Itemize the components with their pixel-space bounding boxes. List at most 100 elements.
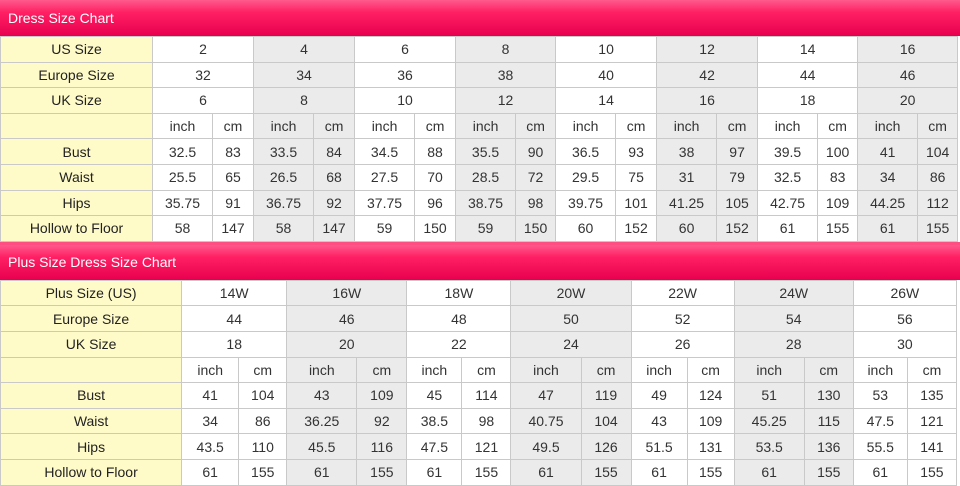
inch-value: 44.25	[857, 189, 919, 217]
row-label: Hips	[0, 433, 183, 460]
unit-label: inch	[455, 112, 517, 140]
row-label: Hollow to Floor	[0, 215, 153, 242]
size-cell-uk: 10	[354, 87, 457, 114]
inch-value: 29.5	[555, 163, 617, 191]
inch-value: 49	[630, 382, 688, 409]
cm-value: 131	[686, 433, 735, 460]
cm-value: 101	[615, 189, 658, 217]
cm-value: 79	[716, 163, 759, 191]
cm-value: 104	[917, 138, 959, 165]
size-cell-eu: 44	[181, 305, 288, 332]
cm-value: 150	[515, 215, 557, 242]
inch-value: 60	[656, 215, 718, 242]
inch-value: 61	[630, 458, 688, 486]
inch-value: 26.5	[253, 163, 315, 191]
cm-value: 114	[461, 382, 512, 409]
cm-value: 75	[615, 163, 658, 191]
unit-label: inch	[253, 112, 315, 140]
inch-value: 34	[857, 163, 919, 191]
inch-value: 45.5	[286, 433, 358, 460]
row-label: Plus Size (US)	[0, 279, 183, 307]
inch-value: 36.75	[253, 189, 315, 217]
inch-value: 32.5	[757, 163, 819, 191]
unit-label: inch	[852, 356, 908, 384]
unit-row: inch cm inch cm inch cm inch cm inch cm inch cm inch…	[0, 356, 958, 384]
measurement-row: Hollow to Floor 58 147 58 147 59 150 59 150 60 152…	[0, 215, 959, 242]
cm-value: 141	[906, 433, 958, 460]
cm-value: 155	[803, 458, 854, 486]
measurement-row: Bust 41 104 43 109 45 114 47 119 49 124 51 130 53 135	[0, 382, 958, 409]
size-cell-eu: 46	[286, 305, 408, 332]
size-cell-eu: 36	[354, 61, 457, 89]
size-cell-uk: 30	[852, 330, 958, 358]
unit-label: cm	[580, 356, 632, 384]
cm-value: 104	[580, 407, 632, 435]
inch-value: 59	[354, 215, 416, 242]
cm-value: 126	[580, 433, 632, 460]
size-cell-uk: 28	[733, 330, 854, 358]
row-label: UK Size	[0, 87, 153, 114]
measurement-row: Hollow to Floor 61 155 61 155 61 155 61 155 61 155…	[0, 458, 958, 486]
unit-label: cm	[803, 356, 854, 384]
measurement-row: Waist 25.5 65 26.5 68 27.5 70 28.5 72 29.5 75 31 79 3…	[0, 163, 959, 191]
unit-label: cm	[686, 356, 735, 384]
plus-size-chart-header: Plus Size Dress Size Chart	[0, 241, 960, 280]
cm-value: 155	[461, 458, 512, 486]
row-label: Hips	[0, 189, 153, 217]
row-label: Europe Size	[0, 61, 153, 89]
inch-value: 40.75	[510, 407, 582, 435]
cm-value: 155	[238, 458, 288, 486]
measurement-row: Waist 34 86 36.25 92 38.5 98 40.75 104 43 109 45.25…	[0, 407, 958, 435]
inch-value: 51.5	[630, 433, 688, 460]
unit-label: cm	[906, 356, 958, 384]
size-cell-uk: 6	[151, 87, 255, 114]
unit-label: cm	[917, 112, 959, 140]
unit-label: inch	[152, 112, 213, 140]
inch-value: 61	[510, 458, 582, 486]
size-cell-uk: 18	[757, 87, 859, 114]
inch-value: 32.5	[152, 138, 213, 165]
dress-size-chart-header: Dress Size Chart	[0, 0, 960, 36]
size-cell-us: 4	[253, 36, 356, 63]
unit-label: cm	[313, 112, 356, 140]
size-row-eu: Europe Size 32 34 36 38 40 42 44 46	[0, 61, 959, 89]
size-cell-uk: 22	[406, 330, 512, 358]
row-label: Europe Size	[0, 305, 183, 332]
unit-row: inch cm inch cm inch cm inch cm inch cm inch cm inch…	[0, 112, 959, 140]
inch-value: 35.5	[455, 138, 517, 165]
inch-value: 55.5	[852, 433, 908, 460]
cm-value: 109	[817, 189, 859, 217]
size-cell-eu: 38	[455, 61, 557, 89]
size-cell-uk: 18	[181, 330, 288, 358]
inch-value: 60	[555, 215, 617, 242]
size-cell-us: 16	[857, 36, 959, 63]
unit-label: cm	[615, 112, 658, 140]
cm-value: 93	[615, 138, 658, 165]
cm-value: 155	[356, 458, 408, 486]
inch-value: 47.5	[852, 407, 908, 435]
row-label-empty	[0, 356, 183, 384]
measurement-row: Bust 32.5 83 33.5 84 34.5 88 35.5 90 36.5 93 38 97 39…	[0, 138, 959, 165]
cm-value: 136	[803, 433, 854, 460]
inch-value: 61	[852, 458, 908, 486]
unit-label: inch	[354, 112, 416, 140]
cm-value: 155	[906, 458, 958, 486]
size-cell-eu: 44	[757, 61, 859, 89]
cm-value: 105	[716, 189, 759, 217]
cm-value: 135	[906, 382, 958, 409]
size-row-uk: UK Size 6 8 10 12 14 16 18 20	[0, 87, 959, 114]
size-cell-eu: 42	[656, 61, 759, 89]
row-label: Bust	[0, 138, 153, 165]
unit-label: inch	[733, 356, 805, 384]
unit-label: cm	[238, 356, 288, 384]
row-label: UK Size	[0, 330, 183, 358]
inch-value: 47	[510, 382, 582, 409]
inch-value: 45	[406, 382, 463, 409]
size-cell-us: 22W	[630, 279, 735, 307]
cm-value: 100	[817, 138, 859, 165]
inch-value: 34	[181, 407, 240, 435]
inch-value: 47.5	[406, 433, 463, 460]
inch-value: 36.5	[555, 138, 617, 165]
cm-value: 121	[906, 407, 958, 435]
cm-value: 112	[917, 189, 959, 217]
